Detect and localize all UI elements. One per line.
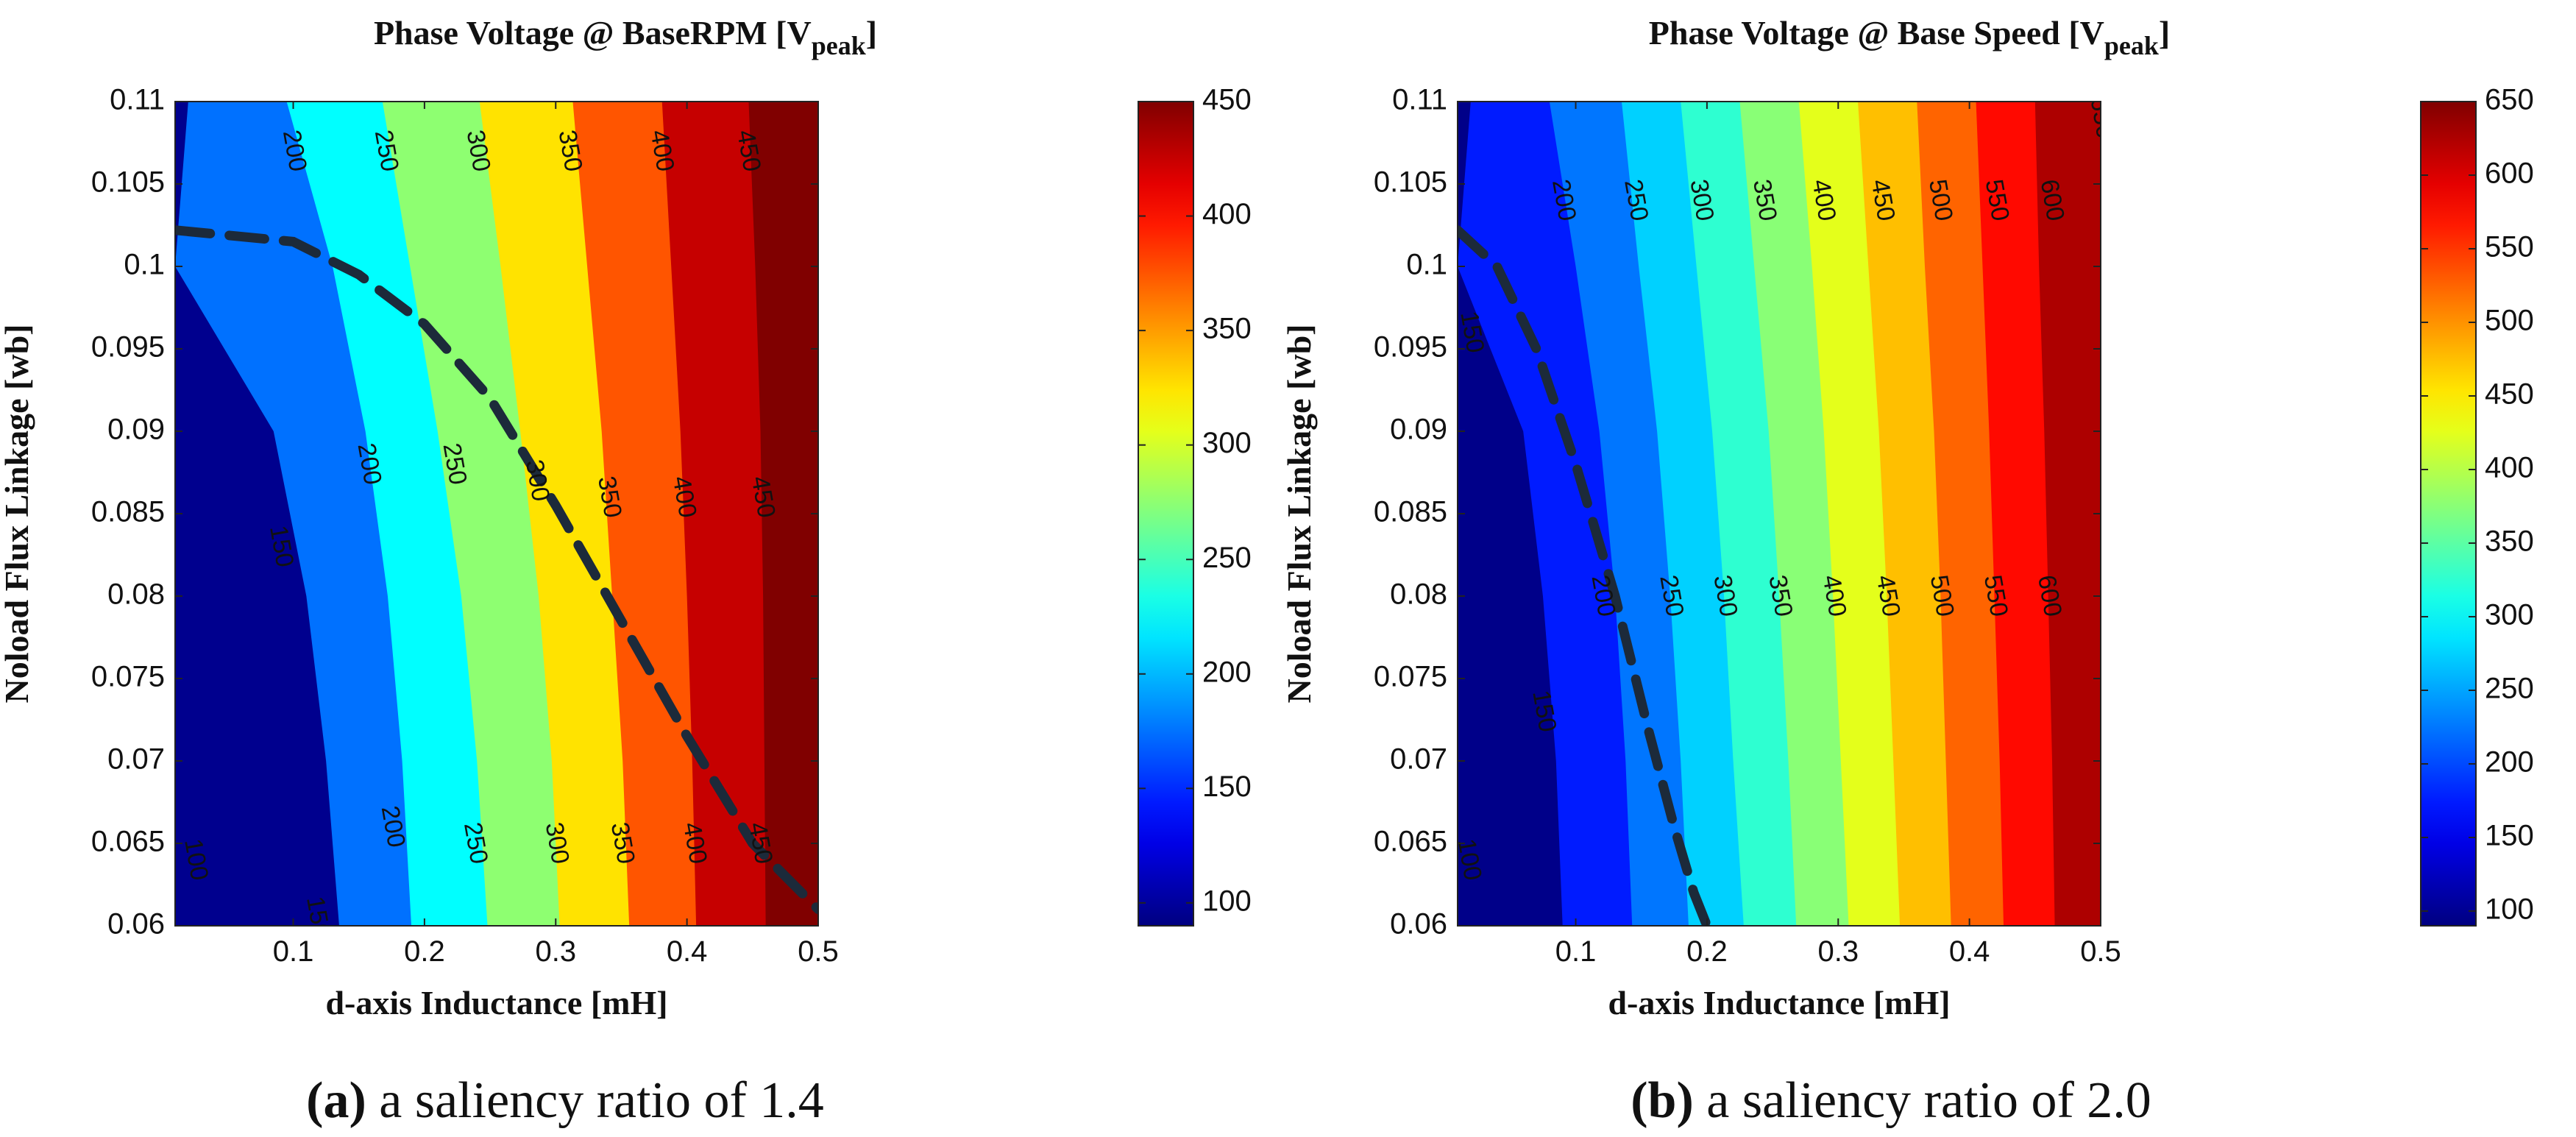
- y-tick-label: 0.06: [1390, 908, 1447, 941]
- y-tick-label: 0.1: [1406, 249, 1447, 281]
- colorbar-tick-label: 300: [2485, 599, 2534, 631]
- chart-title-close: ]: [866, 14, 877, 52]
- y-tick-label: 0.105: [1374, 166, 1447, 199]
- y-tick-label: 0.08: [107, 578, 165, 611]
- colorbar-tick-label: 500: [2485, 305, 2534, 337]
- chart-title-subscript: peak: [2104, 31, 2159, 60]
- chart-title: Phase Voltage @ BaseRPM [Vpeak]: [374, 14, 877, 60]
- caption-b-letter: (b): [1631, 1072, 1694, 1129]
- colorbar-tick-label: 150: [1202, 771, 1252, 803]
- contour-band-450: [748, 102, 818, 926]
- y-tick-label: 0.075: [1374, 661, 1447, 693]
- colorbar-tick-label: 350: [1202, 313, 1252, 345]
- colorbar-tick-label: 400: [1202, 198, 1252, 230]
- colorbar-tick-label: 600: [2485, 157, 2534, 190]
- y-tick-label: 0.085: [1374, 496, 1447, 528]
- contour-label: 150: [301, 894, 336, 940]
- colorbar-tick-label: 150: [2485, 820, 2534, 852]
- colorbar: [2420, 101, 2477, 927]
- x-tick-label: 0.4: [667, 935, 708, 968]
- y-tick-label: 0.1: [124, 249, 165, 281]
- chart-title-close: ]: [2159, 14, 2170, 52]
- y-axis-label: Noload Flux Linkage [wb]: [1280, 324, 1318, 703]
- y-tick-label: 0.065: [1374, 826, 1447, 858]
- x-tick-label: 0.2: [1686, 935, 1728, 968]
- chart-title-main: Phase Voltage @ Base Speed [V: [1649, 14, 2104, 52]
- colorbar-tick-label: 250: [1202, 542, 1252, 574]
- contour-label: 150: [1455, 309, 1489, 355]
- y-tick-label: 0.07: [107, 743, 165, 776]
- y-tick-label: 0.095: [1374, 331, 1447, 364]
- colorbar-tick-label: 200: [2485, 746, 2534, 779]
- caption-b: (b) a saliency ratio of 2.0: [1631, 1072, 2151, 1129]
- x-tick-label: 0.3: [535, 935, 576, 968]
- x-tick-label: 0.1: [273, 935, 314, 968]
- y-tick-label: 0.11: [110, 84, 165, 116]
- caption-b-text: a saliency ratio of 2.0: [1694, 1072, 2151, 1129]
- y-tick-label: 0.105: [91, 166, 165, 199]
- dashed-boundary-curve: [1458, 225, 1712, 926]
- x-tick-label: 0.5: [2080, 935, 2121, 968]
- caption-a: (a) a saliency ratio of 1.4: [306, 1072, 824, 1129]
- chart-title: Phase Voltage @ Base Speed [Vpeak]: [1649, 14, 2170, 60]
- colorbar-tick-label: 550: [2485, 231, 2534, 263]
- x-axis-label: d-axis Inductance [mH]: [325, 984, 667, 1021]
- y-tick-label: 0.095: [91, 331, 165, 364]
- y-tick-label: 0.085: [91, 496, 165, 528]
- x-tick-label: 0.3: [1817, 935, 1859, 968]
- colorbar-tick-label: 350: [2485, 525, 2534, 558]
- y-axis-label: Noload Flux Linkage [wb]: [0, 324, 35, 703]
- y-tick-label: 0.075: [91, 661, 165, 693]
- chart-title-main: Phase Voltage @ BaseRPM [V: [374, 14, 812, 52]
- x-axis-label: d-axis Inductance [mH]: [1608, 984, 1950, 1021]
- y-tick-label: 0.09: [107, 414, 165, 446]
- y-tick-label: 0.06: [107, 908, 165, 941]
- y-tick-label: 0.065: [91, 826, 165, 858]
- colorbar-tick-label: 450: [2485, 378, 2534, 411]
- y-tick-label: 0.09: [1390, 414, 1447, 446]
- colorbar-tick-label: 250: [2485, 673, 2534, 705]
- caption-a-letter: (a): [306, 1072, 366, 1129]
- dashed-boundary-curve: [175, 225, 818, 915]
- x-tick-label: 0.1: [1555, 935, 1597, 968]
- y-tick-label: 0.11: [1392, 84, 1447, 116]
- chart-title-subscript: peak: [812, 31, 866, 60]
- x-tick-label: 0.4: [1949, 935, 1990, 968]
- y-tick-label: 0.07: [1390, 743, 1447, 776]
- y-tick-label: 0.08: [1390, 578, 1447, 611]
- colorbar-tick-label: 650: [2485, 84, 2534, 116]
- colorbar-tick-label: 450: [1202, 84, 1252, 116]
- x-tick-label: 0.2: [404, 935, 445, 968]
- colorbar-tick-label: 400: [2485, 452, 2534, 484]
- colorbar: [1138, 101, 1194, 927]
- colorbar-tick-label: 100: [1202, 885, 1252, 917]
- colorbar-tick-label: 200: [1202, 656, 1252, 688]
- colorbar-tick-label: 300: [1202, 427, 1252, 459]
- caption-a-text: a saliency ratio of 1.4: [366, 1072, 824, 1129]
- contour-band-600: [2034, 102, 2101, 926]
- colorbar-tick-label: 100: [2485, 893, 2534, 926]
- x-tick-label: 0.5: [798, 935, 839, 968]
